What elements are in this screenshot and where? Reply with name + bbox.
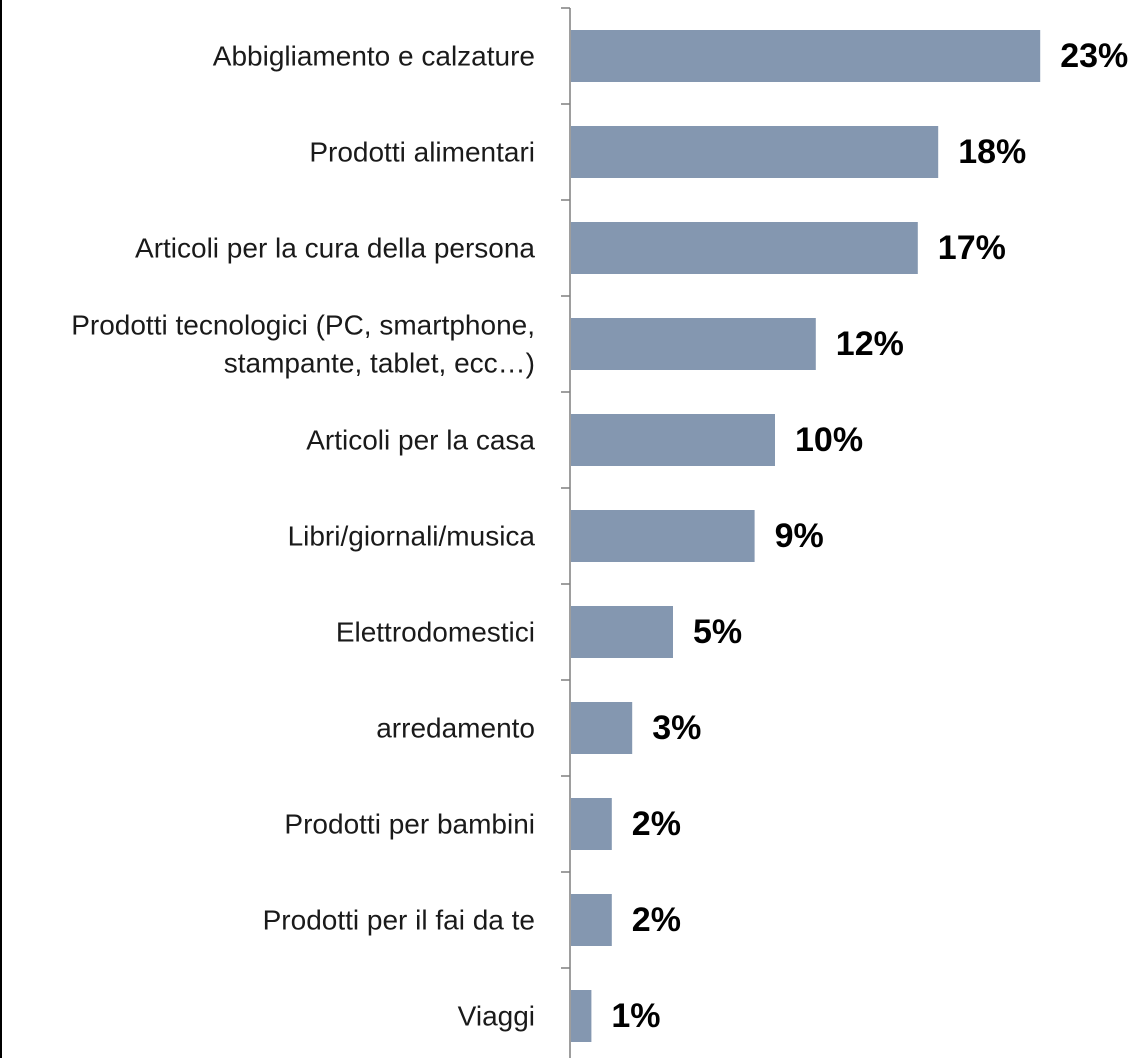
category-label: Prodotti alimentari bbox=[309, 137, 535, 168]
category-label: Prodotti tecnologici (PC, smartphone, sta… bbox=[71, 310, 535, 379]
value-label: 10% bbox=[795, 421, 863, 459]
category-label-line: Libri/giornali/musica bbox=[288, 521, 536, 552]
bar bbox=[571, 606, 673, 658]
value-label: 1% bbox=[611, 997, 660, 1035]
category-labels: Abbigliamento e calzature Prodotti alimen… bbox=[71, 41, 535, 1032]
category-label-line: Prodotti per il fai da te bbox=[263, 905, 535, 936]
bar bbox=[571, 510, 755, 562]
value-labels: 23% 18% 17% 12% 10% 9% 5% 3% 2% 2% 1% bbox=[611, 37, 1128, 1035]
category-label: Prodotti per bambini bbox=[284, 809, 535, 840]
category-label-line: Prodotti alimentari bbox=[309, 137, 535, 168]
category-label-line: Elettrodomestici bbox=[336, 617, 535, 648]
bar bbox=[571, 798, 612, 850]
bar bbox=[571, 222, 918, 274]
category-label: arredamento bbox=[376, 713, 535, 744]
category-label-line: Prodotti per bambini bbox=[284, 809, 535, 840]
category-label-line: Prodotti tecnologici (PC, smartphone, bbox=[71, 310, 535, 341]
value-label: 18% bbox=[958, 133, 1026, 171]
bar bbox=[571, 30, 1041, 82]
category-label-line: Abbigliamento e calzature bbox=[213, 41, 535, 72]
bar bbox=[571, 414, 775, 466]
value-label: 3% bbox=[652, 709, 701, 747]
value-label: 2% bbox=[632, 805, 681, 843]
category-label: Elettrodomestici bbox=[336, 617, 535, 648]
category-label-line: stampante, tablet, ecc…) bbox=[224, 348, 535, 379]
bars-group bbox=[571, 30, 1041, 1042]
category-label-line: Articoli per la cura della persona bbox=[135, 233, 535, 264]
value-label: 5% bbox=[693, 613, 742, 651]
category-label: Prodotti per il fai da te bbox=[263, 905, 535, 936]
category-label: Articoli per la cura della persona bbox=[135, 233, 535, 264]
value-label: 23% bbox=[1060, 37, 1128, 75]
category-label-line: Articoli per la casa bbox=[306, 425, 535, 456]
category-label: Abbigliamento e calzature bbox=[213, 41, 535, 72]
category-label: Libri/giornali/musica bbox=[288, 521, 536, 552]
category-label-line: arredamento bbox=[376, 713, 535, 744]
value-label: 2% bbox=[632, 901, 681, 939]
category-label: Articoli per la casa bbox=[306, 425, 535, 456]
bar bbox=[571, 318, 816, 370]
bar bbox=[571, 702, 633, 754]
bar bbox=[571, 894, 612, 946]
value-label: 17% bbox=[938, 229, 1006, 267]
bar bbox=[571, 126, 939, 178]
bar bbox=[571, 990, 592, 1042]
category-label: Viaggi bbox=[458, 1001, 535, 1032]
axis-ticks bbox=[561, 7, 570, 969]
value-label: 12% bbox=[836, 325, 904, 363]
category-label-line: Viaggi bbox=[458, 1001, 535, 1032]
value-label: 9% bbox=[775, 517, 824, 555]
